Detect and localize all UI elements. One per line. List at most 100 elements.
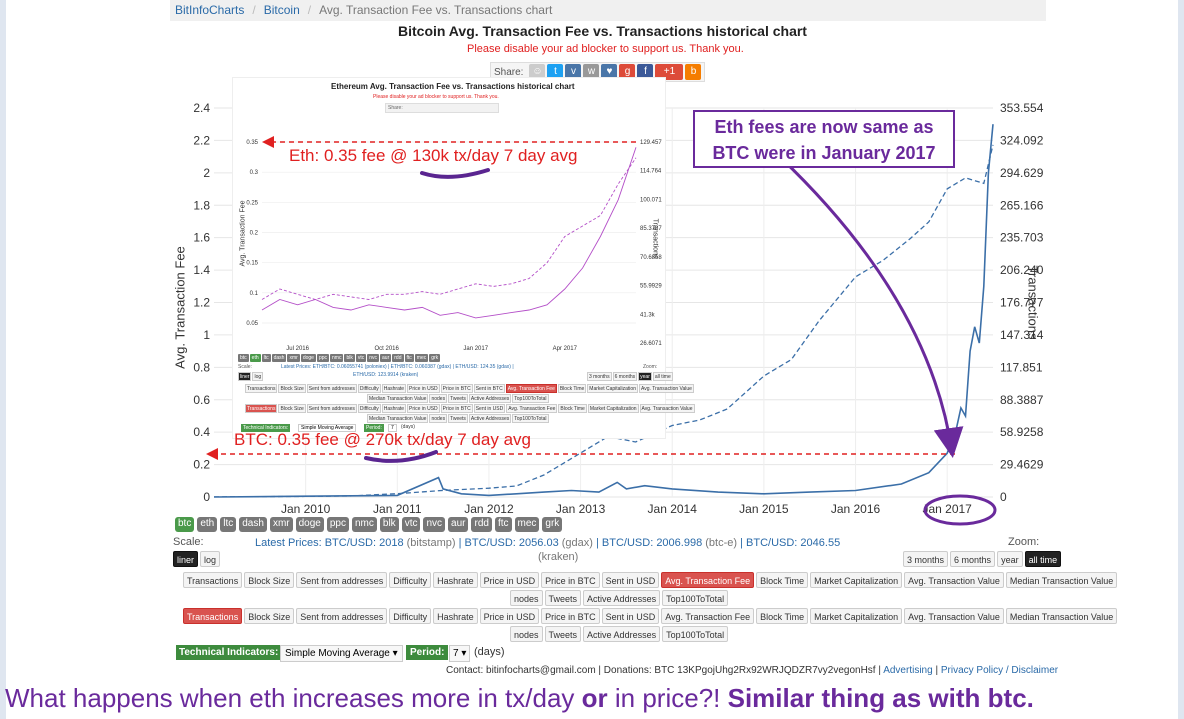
coin-vtc-button[interactable]: vtc: [401, 517, 421, 532]
inset-coin-btc-button[interactable]: btc: [238, 354, 249, 362]
inset-coin-mec-button[interactable]: mec: [414, 354, 429, 362]
inset-metric-active-addresses-button[interactable]: Active Addresses: [468, 394, 512, 403]
twitter-icon[interactable]: t: [547, 64, 564, 80]
metric-block-size-button[interactable]: Block Size: [244, 572, 295, 588]
inset-coin-grk-button[interactable]: grk: [429, 354, 441, 362]
inset-coin-ppc-button[interactable]: ppc: [316, 354, 329, 362]
compare-sent-in-usd-button[interactable]: Sent in USD: [601, 608, 660, 624]
metric-difficulty-button[interactable]: Difficulty: [389, 572, 432, 588]
scale-liner-button[interactable]: liner: [173, 551, 199, 567]
compare-price-in-usd-button[interactable]: Price in USD: [479, 608, 540, 624]
inset-coin-dash-button[interactable]: dash: [271, 354, 287, 362]
like-icon[interactable]: ♥: [601, 64, 618, 80]
inset-metric-sent-from-addresses-button[interactable]: Sent from addresses: [306, 384, 357, 393]
inset-compare-median-transaction-value-button[interactable]: Median Transaction Value: [367, 414, 429, 423]
compare-active-addresses-button[interactable]: Active Addresses: [583, 626, 661, 642]
coin-blk-button[interactable]: blk: [379, 517, 399, 532]
metric-top100tototal-button[interactable]: Top100ToTotal: [662, 590, 729, 606]
inset-coin-blk-button[interactable]: blk: [344, 354, 355, 362]
compare-block-time-button[interactable]: Block Time: [756, 608, 809, 624]
breadcrumb-home-link[interactable]: BitInfoCharts: [175, 3, 245, 17]
inset-compare-block-size-button[interactable]: Block Size: [278, 404, 306, 413]
compare-nodes-button[interactable]: nodes: [510, 626, 543, 642]
coin-eth-button[interactable]: eth: [197, 517, 218, 532]
period-button[interactable]: Period:: [406, 645, 449, 660]
inset-compare-avg-transaction-fee-button[interactable]: Avg. Transaction Fee: [506, 404, 558, 413]
google-plus-one-icon[interactable]: +1: [655, 64, 684, 80]
zoom-6-months-button[interactable]: 6 months: [950, 551, 996, 567]
coin-dash-button[interactable]: dash: [239, 517, 267, 532]
metric-market-capitalization-button[interactable]: Market Capitalization: [810, 572, 903, 588]
inset-compare-block-time-button[interactable]: Block Time: [558, 404, 587, 413]
inset-zoom-year[interactable]: year: [638, 372, 652, 381]
period-select[interactable]: 7 ▾: [449, 645, 471, 662]
inset-zoom-6-months[interactable]: 6 months: [612, 372, 638, 381]
metric-hashrate-button[interactable]: Hashrate: [433, 572, 478, 588]
compare-block-size-button[interactable]: Block Size: [244, 608, 295, 624]
facebook-icon[interactable]: f: [637, 64, 654, 80]
coin-aur-button[interactable]: aur: [448, 517, 469, 532]
inset-coin-nmc-button[interactable]: nmc: [330, 354, 344, 362]
metric-price-in-usd-button[interactable]: Price in USD: [479, 572, 540, 588]
coin-xmr-button[interactable]: xmr: [269, 517, 293, 532]
blogger-icon[interactable]: b: [685, 64, 702, 80]
inset-metric-difficulty-button[interactable]: Difficulty: [357, 384, 381, 393]
coin-rdd-button[interactable]: rdd: [471, 517, 492, 532]
inset-coin-rdd-button[interactable]: rdd: [392, 354, 404, 362]
inset-period-button[interactable]: Period:: [364, 424, 384, 432]
inset-metric-sent-in-btc-button[interactable]: Sent in BTC: [473, 384, 505, 393]
compare-tweets-button[interactable]: Tweets: [544, 626, 582, 642]
compare-hashrate-button[interactable]: Hashrate: [433, 608, 478, 624]
compare-difficulty-button[interactable]: Difficulty: [389, 608, 432, 624]
compare-sent-from-addresses-button[interactable]: Sent from addresses: [296, 608, 388, 624]
metric-active-addresses-button[interactable]: Active Addresses: [583, 590, 661, 606]
inset-technical-indicators-button[interactable]: Technical Indicators:: [241, 424, 291, 432]
inset-coin-nvc-button[interactable]: nvc: [367, 354, 380, 362]
metric-transactions-button[interactable]: Transactions: [183, 572, 243, 588]
zoom-3-months-button[interactable]: 3 months: [903, 551, 949, 567]
inset-compare-active-addresses-button[interactable]: Active Addresses: [468, 414, 512, 423]
inset-compare-top100tototal-button[interactable]: Top100ToTotal: [512, 414, 549, 423]
inset-metric-price-in-btc-button[interactable]: Price in BTC: [440, 384, 473, 393]
coin-grk-button[interactable]: grk: [542, 517, 563, 532]
metric-sent-in-usd-button[interactable]: Sent in USD: [601, 572, 660, 588]
inset-zoom-all-time[interactable]: all time: [652, 372, 673, 381]
technical-indicators-button[interactable]: Technical Indicators:: [176, 645, 282, 660]
inset-metric-hashrate-button[interactable]: Hashrate: [381, 384, 407, 393]
inset-coin-doge-button[interactable]: doge: [300, 354, 316, 362]
coin-ppc-button[interactable]: ppc: [326, 517, 349, 532]
coin-nvc-button[interactable]: nvc: [423, 517, 446, 532]
inset-coin-xmr-button[interactable]: xmr: [287, 354, 300, 362]
coin-btc-button[interactable]: btc: [175, 517, 195, 532]
coin-doge-button[interactable]: doge: [295, 517, 324, 532]
inset-metric-avg-transaction-fee-button[interactable]: Avg. Transaction Fee: [505, 384, 557, 393]
inset-scale-log-button[interactable]: log: [252, 372, 264, 381]
inset-metric-market-capitalization-button[interactable]: Market Capitalization: [587, 384, 638, 393]
inset-metric-tweets-button[interactable]: Tweets: [448, 394, 468, 403]
compare-avg-transaction-value-button[interactable]: Avg. Transaction Value: [904, 608, 1004, 624]
compare-median-transaction-value-button[interactable]: Median Transaction Value: [1005, 608, 1118, 624]
inset-coin-ftc-button[interactable]: ftc: [404, 354, 414, 362]
metric-block-time-button[interactable]: Block Time: [756, 572, 809, 588]
inset-metric-avg-transaction-value-button[interactable]: Avg. Transaction Value: [638, 384, 694, 393]
compare-transactions-button[interactable]: Transactions: [183, 608, 243, 624]
inset-metric-block-time-button[interactable]: Block Time: [557, 384, 587, 393]
metric-avg-transaction-value-button[interactable]: Avg. Transaction Value: [904, 572, 1004, 588]
inset-coin-aur-button[interactable]: aur: [380, 354, 392, 362]
scale-log-button[interactable]: log: [200, 551, 221, 567]
metric-avg-transaction-fee-button[interactable]: Avg. Transaction Fee: [661, 572, 755, 588]
inset-coin-ltc-button[interactable]: ltc: [261, 354, 271, 362]
inset-compare-hashrate-button[interactable]: Hashrate: [381, 404, 407, 413]
inset-coin-vtc-button[interactable]: vtc: [355, 354, 367, 362]
inset-scale-liner-button[interactable]: liner: [238, 372, 252, 381]
inset-compare-avg-transaction-value-button[interactable]: Avg. Transaction Value: [639, 404, 695, 413]
coin-ltc-button[interactable]: ltc: [220, 517, 237, 532]
privacy-link[interactable]: Privacy Policy / Disclaimer: [940, 665, 1059, 676]
inset-metric-block-size-button[interactable]: Block Size: [278, 384, 306, 393]
reddit-icon[interactable]: ☺: [529, 64, 546, 80]
inset-compare-nodes-button[interactable]: nodes: [429, 414, 448, 423]
inset-compare-sent-from-addresses-button[interactable]: Sent from addresses: [306, 404, 357, 413]
compare-top100tototal-button[interactable]: Top100ToTotal: [662, 626, 729, 642]
coin-ftc-button[interactable]: ftc: [494, 517, 512, 532]
coin-nmc-button[interactable]: nmc: [351, 517, 377, 532]
